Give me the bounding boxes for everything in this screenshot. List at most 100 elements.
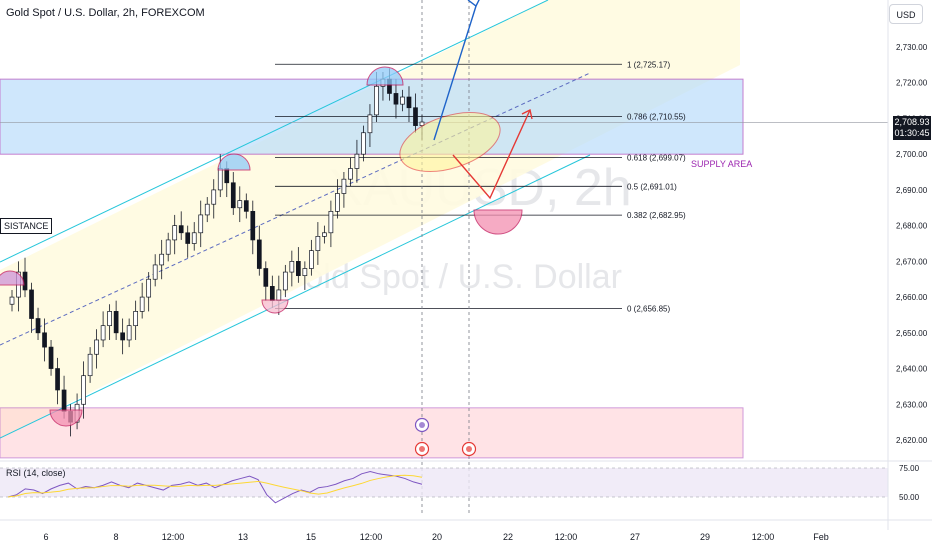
price-tick-1: 2,720.00 [896,79,928,88]
candle-body-3 [29,289,34,319]
candle-body-6 [48,346,54,369]
pivot-cap-low1 [261,299,289,314]
pivot-cap-target [473,209,523,235]
time-tick-3: 13 [238,532,248,542]
event-marker-dot-0 [419,422,425,428]
candle-body-49 [328,210,334,234]
candle-body-33 [224,168,230,184]
time-tick-12: Feb [813,532,829,542]
rsi-label: RSI (14, close) [6,468,66,478]
time-tick-9: 27 [630,532,640,542]
event-marker-dot-2 [466,446,472,452]
candle-body-48 [322,232,327,237]
candle-body-15 [107,311,112,327]
candle-body-25 [172,225,178,241]
candle-body-11 [81,375,86,405]
candle-body-34 [230,182,236,209]
event-marker-dot-1 [419,446,425,452]
candle-body-22 [152,264,158,280]
candle-body-52 [348,168,353,180]
time-tick-11: 12:00 [752,532,775,542]
retest-arrow-head [521,108,533,120]
time-tick-8: 12:00 [555,532,578,542]
candle-body-42 [282,271,288,291]
candle-body-18 [126,325,132,341]
candle-body-31 [211,189,217,205]
supply-area-label: SUPPLY AREA [691,159,753,169]
currency-button[interactable]: USD [889,4,923,24]
candle-body-45 [302,268,308,277]
resistance-label: SISTANCE [0,218,53,234]
candle-body-61 [406,96,412,109]
pivot-cap-left [0,270,25,286]
candle-body-19 [133,311,139,327]
candle-body-60 [400,96,405,105]
candle-body-20 [139,296,145,312]
fib-label-0.5: 0.5 (2,691.01) [627,182,677,191]
candle-body-44 [295,261,301,277]
candle-body-7 [55,368,60,391]
retest-then-rally-arrow [452,109,531,200]
candle-body-36 [243,200,249,212]
candle-body-46 [309,250,314,269]
fib-label-0.382: 0.382 (2,682.95) [627,211,686,220]
price-tick-5: 2,680.00 [896,222,928,231]
candle-body-47 [315,236,321,251]
fib-label-1: 1 (2,725.17) [627,60,670,69]
time-tick-5: 12:00 [360,532,383,542]
candle-body-41 [276,289,282,302]
candle-body-62 [413,107,418,126]
candle-body-0 [9,296,15,305]
candle-body-39 [263,268,269,287]
candle-body-59 [393,93,399,105]
channel-upper-line [0,0,549,263]
candle-body-14 [100,325,106,341]
fib-label-0: 0 (2,656.85) [627,304,670,313]
candle-body-23 [159,253,165,266]
candle-body-30 [204,203,210,216]
time-tick-0: 6 [43,532,48,542]
candle-body-21 [146,278,152,298]
candle-body-29 [198,214,204,234]
candle-body-56 [374,85,379,116]
time-tick-6: 20 [432,532,442,542]
candle-body-17 [120,332,125,341]
candle-body-40 [269,286,275,302]
price-tick-4: 2,690.00 [896,186,928,195]
candle-body-43 [289,261,295,273]
candle-body-27 [185,232,191,244]
price-tick-9: 2,640.00 [896,365,928,374]
candle-body-4 [35,318,41,334]
time-tick-7: 22 [503,532,513,542]
demand-zone [0,407,744,459]
price-tick-7: 2,660.00 [896,293,928,302]
price-tick-10: 2,630.00 [896,400,928,409]
pivot-cap-mid [217,153,251,171]
price-tick-6: 2,670.00 [896,257,928,266]
price-tick-8: 2,650.00 [896,329,928,338]
candle-body-51 [341,178,347,194]
bullish-arrow-head [467,0,480,8]
candle-body-55 [367,114,373,134]
current-price-value: 2,708.93 [894,117,930,127]
symbol-title[interactable]: Gold Spot / U.S. Dollar, 2h, FOREXCOM [6,7,205,19]
candle-body-28 [191,232,197,244]
price-tick-3: 2,700.00 [896,150,928,159]
candle-body-50 [335,193,340,212]
countdown-value: 01:30:45 [894,128,930,138]
price-tick-11: 2,620.00 [896,436,928,445]
pivot-cap-low0 [49,409,83,427]
candle-body-32 [217,168,223,191]
candle-body-54 [361,132,366,155]
candle-body-5 [42,332,47,348]
rsi-tick-0: 75.00 [899,464,920,473]
time-tick-4: 15 [306,532,316,542]
candle-body-16 [113,311,119,334]
candle-body-13 [94,339,99,355]
time-tick-1: 8 [113,532,118,542]
bullish-breakout-arrow [433,5,477,141]
candle-body-8 [61,389,67,412]
channel-lower-line [0,154,591,439]
